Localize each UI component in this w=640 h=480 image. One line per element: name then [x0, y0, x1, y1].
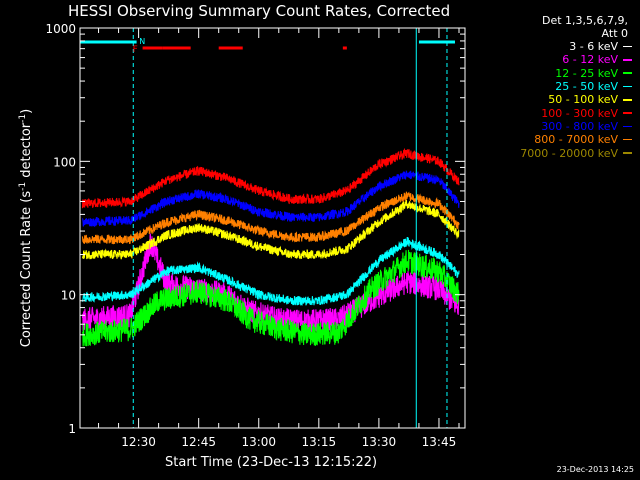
footer-timestamp: 23-Dec-2013 14:25 — [556, 465, 634, 474]
legend-entry-label: 300 - 800 keV — [541, 119, 618, 133]
legend-entry-swatch — [623, 85, 632, 88]
legend-header: Det 1,3,5,6,7,9, Att 0 — [542, 14, 628, 40]
y-tick-label-3: 1000 — [45, 22, 76, 36]
flare-marker-label: F — [133, 45, 138, 55]
legend-entry-1: 6 - 12 keV — [480, 53, 632, 66]
legend-entry-4: 50 - 100 keV — [480, 93, 632, 106]
y-tick-label-1: 10 — [61, 289, 76, 303]
series-line-0 — [81, 247, 460, 395]
legend-header-line-1: Det 1,3,5,6,7,9, — [541, 14, 628, 27]
x-tick-label-0: 12:30 — [121, 435, 156, 449]
y-tick-label-0: 1 — [68, 422, 76, 436]
series-line-3 — [81, 237, 460, 306]
x-tick-label-1: 12:45 — [181, 435, 216, 449]
y-axis-label-part-2: detector — [19, 122, 35, 182]
chart-title: HESSI Observing Summary Count Rates, Cor… — [68, 2, 451, 20]
legend-entry-6: 300 - 800 keV — [480, 120, 632, 133]
legend: 3 - 6 keV 6 - 12 keV 12 - 25 keV 25 - 50 ke… — [480, 40, 632, 160]
legend-entry-7: 800 - 7000 keV — [480, 133, 632, 146]
legend-entry-label: 12 - 25 keV — [555, 66, 618, 80]
legend-entry-swatch — [623, 152, 632, 154]
y-axis-label-part-3: ) — [19, 108, 35, 114]
legend-entry-swatch — [623, 59, 632, 61]
axes-frame — [79, 27, 466, 429]
series-line-6 — [81, 169, 460, 228]
legend-entry-swatch — [623, 125, 632, 128]
x-axis-label: Start Time (23-Dec-13 12:15:22) — [165, 455, 378, 470]
legend-entry-swatch — [623, 45, 632, 48]
legend-entry-swatch — [623, 99, 632, 101]
series-line-4 — [81, 199, 460, 260]
y-tick-label-2: 100 — [53, 155, 76, 169]
legend-header-line-2: Att 0 — [601, 27, 628, 40]
series-line-7 — [81, 191, 460, 245]
legend-entry-5: 100 - 300 keV — [480, 106, 632, 120]
series-line-2 — [81, 249, 460, 347]
legend-entry-label: 3 - 6 keV — [569, 40, 618, 54]
legend-entry-swatch — [623, 138, 632, 141]
series-line-1 — [81, 233, 460, 334]
y-axis-label-part-1: Corrected Count Rate (s — [19, 190, 35, 348]
legend-entry-8: 7000 - 20000 keV — [480, 146, 632, 160]
legend-entry-2: 12 - 25 keV — [480, 67, 632, 80]
legend-entry-label: 100 - 300 keV — [541, 106, 618, 120]
x-tick-label-4: 13:30 — [362, 435, 397, 449]
x-tick-label-5: 13:45 — [422, 435, 457, 449]
legend-entry-label: 50 - 100 keV — [548, 93, 618, 107]
night-marker-label: N — [139, 37, 145, 46]
x-tick-label-3: 13:15 — [302, 435, 337, 449]
legend-entry-3: 25 - 50 keV — [480, 80, 632, 93]
y-axis-label-exponent-1: -1 — [17, 181, 28, 191]
legend-entry-label: 800 - 7000 keV — [534, 133, 618, 147]
legend-entry-label: 25 - 50 keV — [555, 80, 618, 94]
legend-entry-0: 3 - 6 keV — [480, 40, 632, 53]
legend-entry-swatch — [623, 112, 632, 114]
y-axis-label: Corrected Count Rate (s-1 detector-1) — [18, 109, 34, 347]
legend-entry-label: 7000 - 20000 keV — [520, 146, 618, 160]
x-tick-label-2: 13:00 — [241, 435, 276, 449]
series-line-5 — [81, 147, 460, 209]
legend-entry-swatch — [623, 72, 632, 74]
y-axis-label-exponent-2: -1 — [17, 113, 28, 123]
legend-entry-label: 6 - 12 keV — [562, 53, 618, 67]
